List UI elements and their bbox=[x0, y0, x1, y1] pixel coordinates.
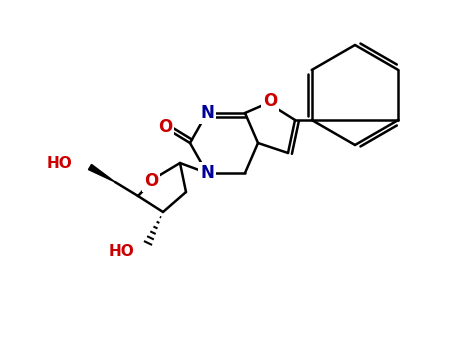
Text: N: N bbox=[200, 104, 214, 122]
Text: N: N bbox=[200, 164, 214, 182]
Text: O: O bbox=[158, 118, 172, 136]
Text: HO: HO bbox=[108, 244, 134, 259]
Text: HO: HO bbox=[46, 155, 72, 170]
Polygon shape bbox=[88, 164, 115, 182]
Text: O: O bbox=[263, 92, 277, 110]
Text: O: O bbox=[144, 172, 158, 190]
